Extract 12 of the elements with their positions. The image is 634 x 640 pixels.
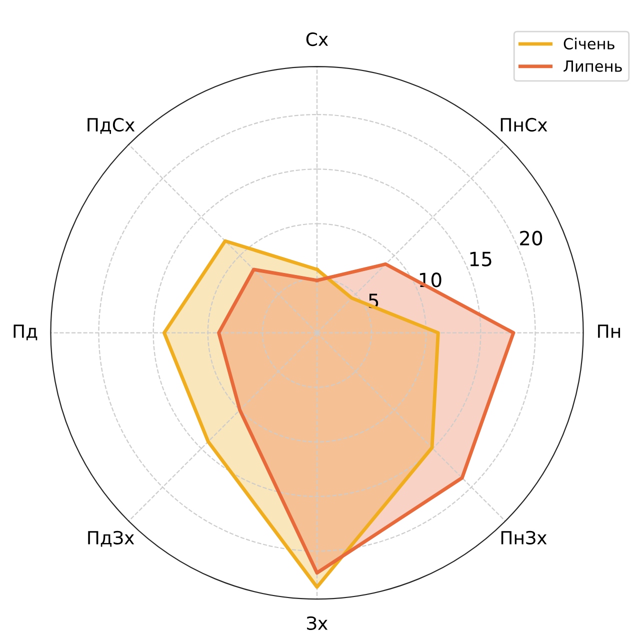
spoke-label: Пд <box>14 324 38 340</box>
legend-label: Січень <box>564 38 614 50</box>
spoke-label: Пн <box>598 324 620 338</box>
legend-label: Липень <box>564 60 622 72</box>
spoke-label: Сх <box>306 32 328 46</box>
y-tick-label: 15 <box>470 252 492 266</box>
spoke-label: ПнСх <box>500 118 548 132</box>
spoke-label: ПнЗх <box>501 530 547 544</box>
spoke-label: ПдСх <box>88 118 135 134</box>
spoke-label: Зх <box>307 616 328 630</box>
y-tick-label: 20 <box>520 230 542 246</box>
spoke-label: ПдЗх <box>88 530 134 547</box>
